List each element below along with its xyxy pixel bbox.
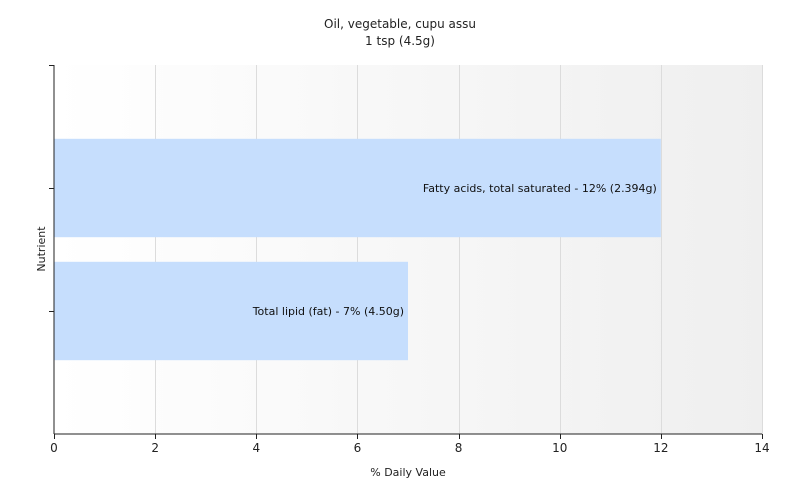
x-tick-label-2: 4: [252, 441, 260, 455]
axes: 0 2 4 6 8 10 12 14: [49, 65, 770, 455]
x-tick-label-1: 2: [151, 441, 159, 455]
bar-label-0: Fatty acids, total saturated - 12% (2.39…: [423, 182, 657, 195]
y-ticks: [49, 65, 54, 312]
x-ticks: 0 2 4 6 8 10 12 14: [50, 434, 770, 455]
x-axis-label: % Daily Value: [370, 466, 446, 479]
x-tick-label-3: 6: [354, 441, 362, 455]
bars: [54, 138, 661, 361]
bar-labels: Fatty acids, total saturated - 12% (2.39…: [252, 182, 657, 318]
chart-title: Oil, vegetable, cupu assu: [324, 17, 476, 31]
plot-area: [54, 65, 762, 434]
bar-1: [54, 261, 408, 361]
x-tick-label-7: 14: [754, 441, 769, 455]
bar-label-1: Total lipid (fat) - 7% (4.50g): [252, 305, 404, 318]
x-tick-label-5: 10: [552, 441, 567, 455]
bar-0: [54, 138, 661, 238]
chart-subtitle: 1 tsp (4.5g): [365, 34, 435, 48]
x-tick-label-6: 12: [653, 441, 668, 455]
y-axis-label: Nutrient: [35, 226, 48, 272]
gridlines: [155, 65, 763, 434]
x-tick-label-4: 8: [455, 441, 463, 455]
x-tick-label-0: 0: [50, 441, 58, 455]
